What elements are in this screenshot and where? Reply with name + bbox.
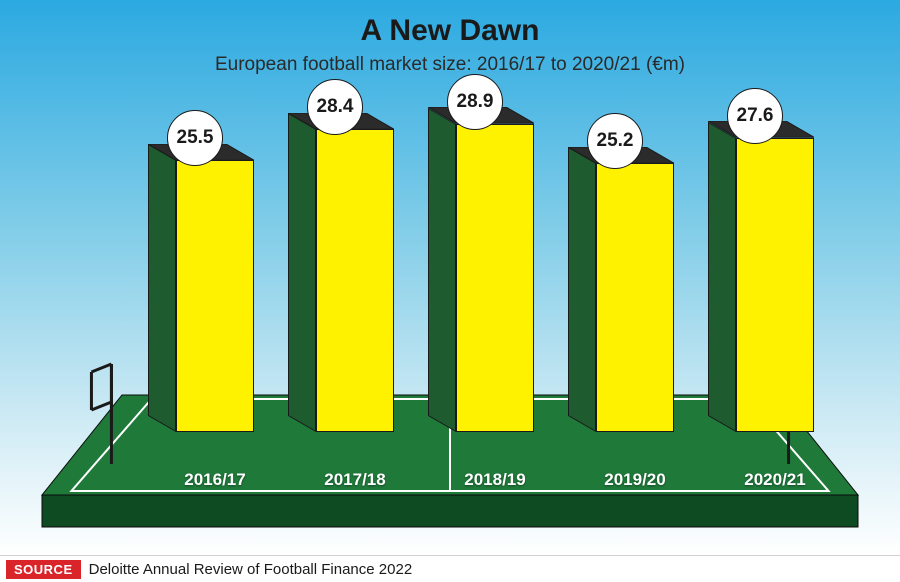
category-label: 2018/19 (440, 470, 550, 490)
bar (428, 124, 534, 460)
value-circle: 25.2 (587, 113, 643, 169)
bar (148, 160, 254, 460)
value-circle: 28.9 (447, 74, 503, 130)
bar (708, 138, 814, 460)
value-circle: 27.6 (727, 88, 783, 144)
value-circle: 25.5 (167, 110, 223, 166)
category-label: 2017/18 (300, 470, 410, 490)
category-label: 2016/17 (160, 470, 270, 490)
category-label: 2019/20 (580, 470, 690, 490)
category-label: 2020/21 (720, 470, 830, 490)
source-badge: SOURCE (6, 560, 81, 579)
bar (568, 163, 674, 460)
source-text: Deloitte Annual Review of Football Finan… (89, 561, 413, 578)
bar (288, 129, 394, 460)
source-footer: SOURCE Deloitte Annual Review of Footbal… (0, 555, 900, 582)
chart-canvas: A New Dawn European football market size… (0, 0, 900, 555)
value-circle: 28.4 (307, 79, 363, 135)
